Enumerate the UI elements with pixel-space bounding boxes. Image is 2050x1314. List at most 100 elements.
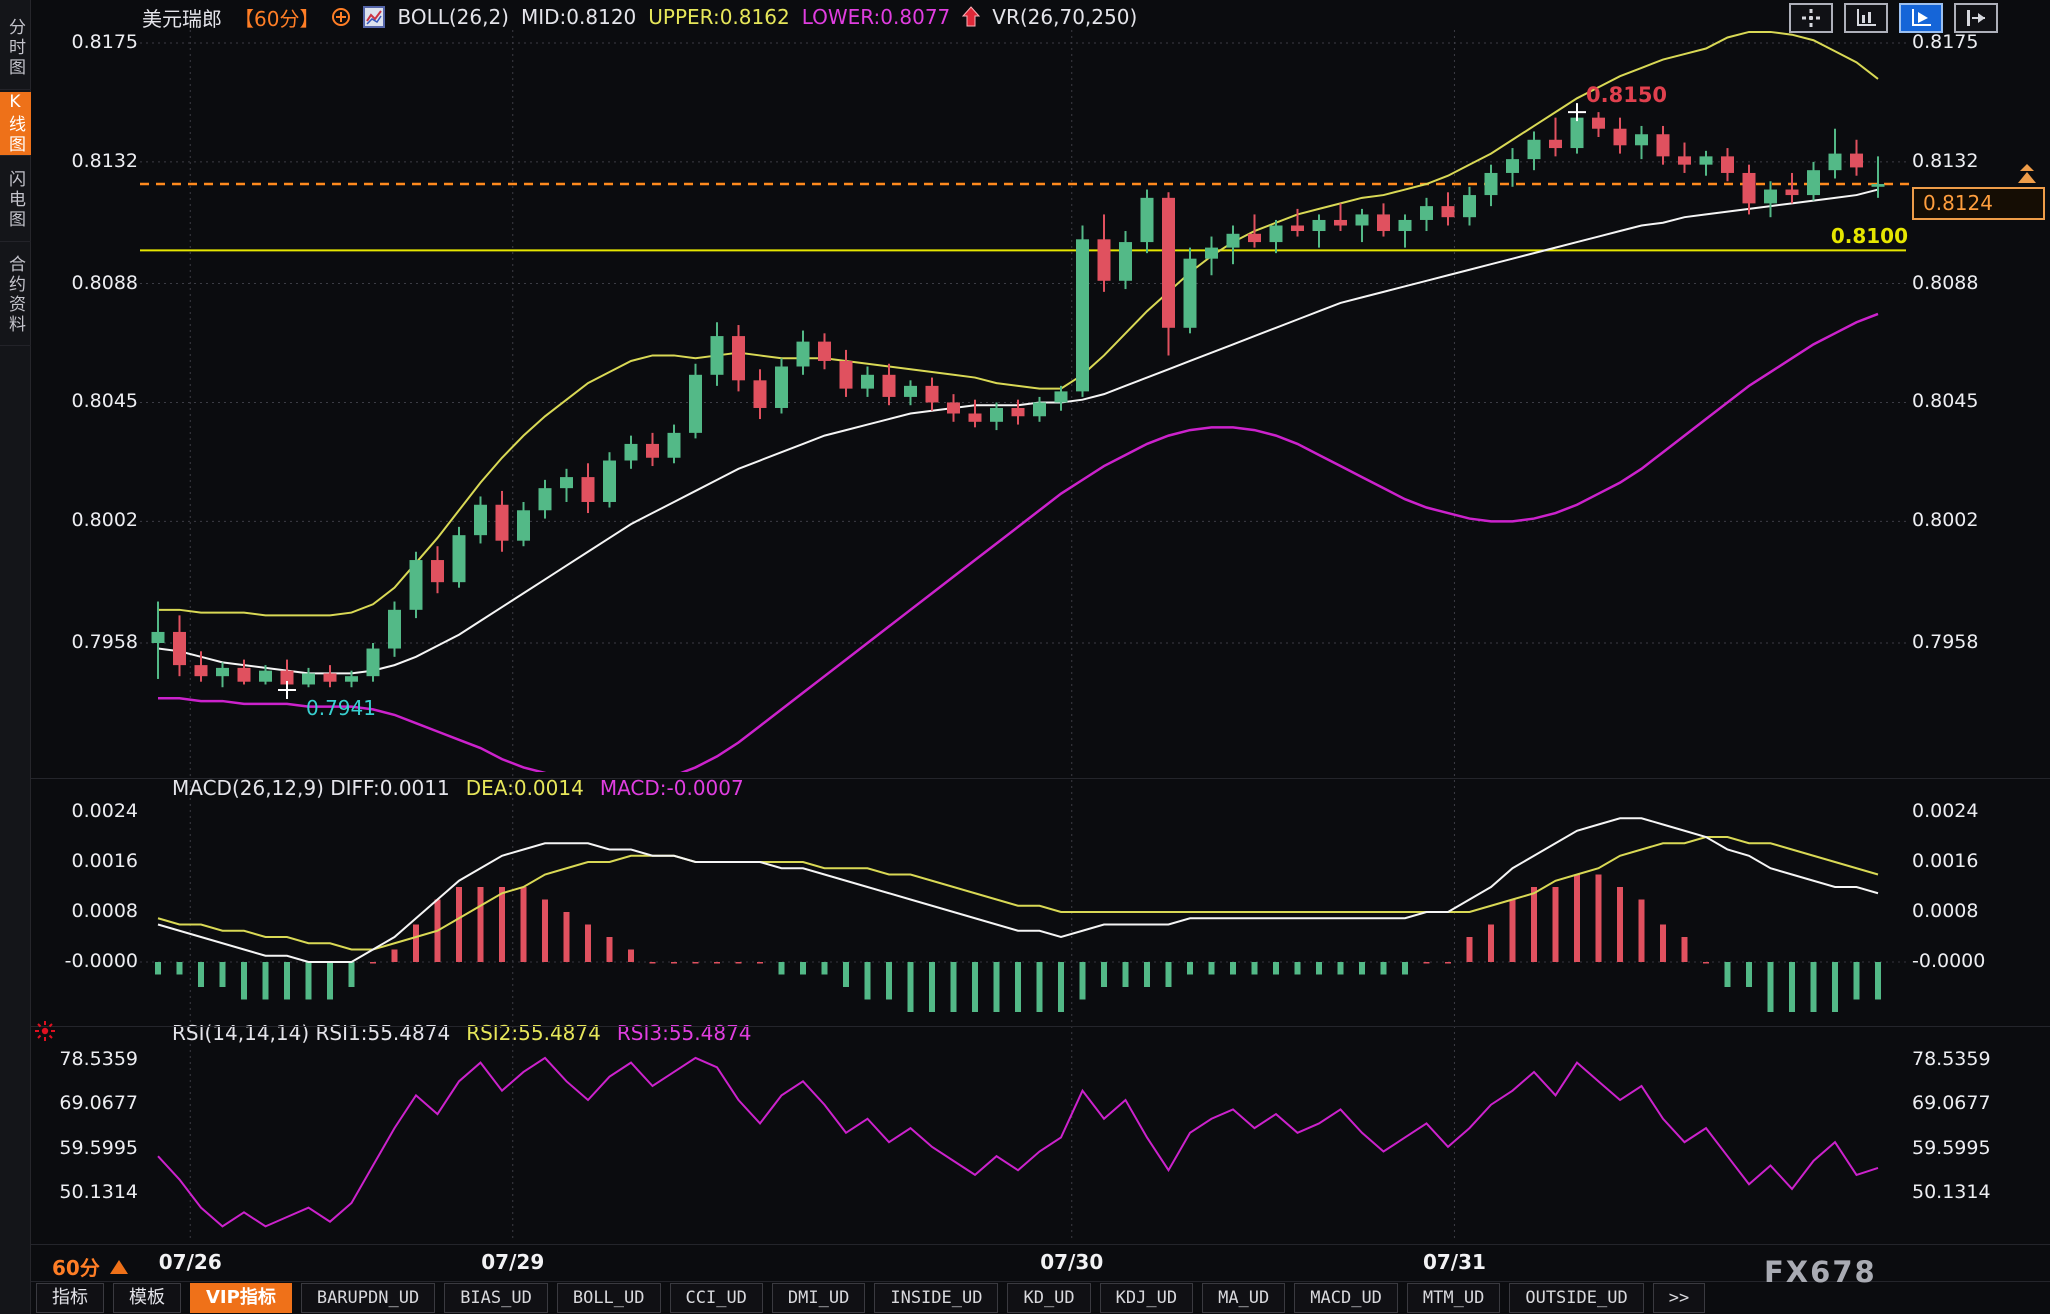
- sidebar-item-kline-chart[interactable]: K线图: [0, 92, 31, 156]
- macd-bar: [477, 887, 484, 962]
- tab-mtm-ud[interactable]: MTM_UD: [1406, 1283, 1501, 1313]
- candle-body: [1570, 117, 1584, 149]
- macd-bar: [1638, 899, 1645, 962]
- candle-body: [1033, 402, 1046, 417]
- candle-body: [1205, 247, 1218, 259]
- macd-bar: [1574, 874, 1580, 962]
- candle-body: [581, 477, 595, 502]
- sidebar-item-lightning-chart[interactable]: 闪电图: [0, 158, 31, 242]
- macd-bar: [1230, 962, 1236, 975]
- candle-body: [1162, 197, 1175, 328]
- macd-diff-line: [157, 817, 1879, 963]
- rsi-title: RSI(14,14,14) RSI1:55.4874: [172, 1021, 451, 1045]
- macd-dea-line: [157, 836, 1879, 951]
- macd-bar: [843, 962, 849, 987]
- candle-body: [1441, 206, 1455, 218]
- alert-sun-icon[interactable]: [34, 1020, 56, 1046]
- candle-body: [1549, 139, 1562, 149]
- macd-bar: [1165, 962, 1172, 987]
- candle-body: [1183, 258, 1197, 328]
- sidebar-item-contract-info[interactable]: 合约资料: [0, 244, 31, 346]
- macd-bar: [1079, 962, 1086, 1000]
- candle-body: [882, 374, 896, 397]
- macd-bar: [671, 962, 677, 964]
- tab-indicators[interactable]: 指标: [36, 1283, 104, 1313]
- tab-cci-ud[interactable]: CCI_UD: [669, 1283, 763, 1313]
- macd-bar: [1767, 962, 1774, 1012]
- session-high-label: 0.8150: [1586, 83, 1668, 107]
- tab-dmi-ud[interactable]: DMI_UD: [771, 1283, 866, 1313]
- mini-chart-icon[interactable]: [363, 6, 386, 28]
- candle-body: [388, 609, 401, 649]
- candle-body: [517, 510, 530, 541]
- candle-body: [1398, 219, 1412, 232]
- tab-barupdn-ud[interactable]: BARUPDN_UD: [300, 1283, 436, 1313]
- candle-body: [1377, 214, 1390, 232]
- macd-bar: [714, 962, 720, 964]
- support-line-label: 0.8100: [1830, 224, 1908, 248]
- candle-body: [1742, 172, 1756, 204]
- macd-bar: [735, 962, 742, 964]
- sidebar-item-time-chart[interactable]: 分时图: [0, 6, 31, 90]
- candle-body: [345, 676, 358, 682]
- macd-bar: [757, 962, 763, 964]
- macd-bar: [1832, 962, 1838, 1012]
- candle-body: [1355, 214, 1369, 226]
- candle-body: [646, 443, 659, 458]
- candle-body: [280, 670, 294, 685]
- candle-body: [1828, 153, 1842, 171]
- candle-body: [968, 413, 982, 422]
- axis-chart-icon[interactable]: [1844, 3, 1888, 33]
- macd-bar: [628, 949, 634, 962]
- macd-bar: [1208, 962, 1215, 975]
- pane-divider: [31, 778, 2050, 779]
- tab-more[interactable]: >>: [1652, 1283, 1706, 1313]
- tab-inside-ud[interactable]: INSIDE_UD: [874, 1283, 999, 1313]
- collapse-right-icon[interactable]: [1954, 3, 1998, 33]
- macd-bar: [219, 962, 226, 987]
- candle-body: [302, 673, 315, 685]
- tab-kd-ud[interactable]: KD_UD: [1007, 1283, 1091, 1313]
- macd-bar: [1746, 962, 1752, 987]
- macd-bar: [585, 924, 591, 962]
- macd-bar: [305, 962, 312, 1000]
- candle-body: [732, 336, 745, 381]
- tab-ma-ud[interactable]: MA_UD: [1202, 1283, 1286, 1313]
- candle-body: [818, 341, 831, 361]
- macd-bar: [155, 962, 161, 975]
- tab-vip-indicators[interactable]: VIP指标: [190, 1283, 292, 1313]
- macd-bar: [1402, 962, 1408, 975]
- macd-bar: [198, 962, 204, 987]
- macd-bar: [1703, 962, 1709, 964]
- candle-body: [839, 360, 853, 389]
- macd-bar: [1380, 962, 1387, 975]
- candle-body: [689, 374, 702, 433]
- timeframe-label[interactable]: 【60分】: [234, 6, 320, 31]
- period-indicator[interactable]: 60分: [52, 1252, 128, 1281]
- tab-templates[interactable]: 模板: [113, 1283, 181, 1313]
- candle-body: [1291, 225, 1304, 232]
- move-icon[interactable]: [1789, 3, 1833, 33]
- candle-body: [151, 631, 165, 643]
- tab-kdj-ud[interactable]: KDJ_UD: [1099, 1283, 1194, 1313]
- candle-body: [775, 366, 788, 408]
- price-pointer-icon: [2014, 163, 2040, 189]
- macd-bar: [1122, 962, 1129, 987]
- chart-header: 美元瑞郎 【60分】 BOLL(26,2) MID:0.8120 UPPER:0…: [142, 4, 1137, 31]
- candle-body: [1871, 184, 1885, 187]
- tab-bias-ud[interactable]: BIAS_UD: [444, 1283, 548, 1313]
- tab-outside-ud[interactable]: OUTSIDE_UD: [1509, 1283, 1644, 1313]
- tab-macd-ud[interactable]: MACD_UD: [1294, 1283, 1398, 1313]
- chart-toolbar: [1789, 3, 1998, 33]
- macd-bar: [1144, 962, 1150, 987]
- indicator-tabbar: 指标 模板 VIP指标 BARUPDN_UD BIAS_UD BOLL_UD C…: [36, 1283, 1706, 1313]
- plus-circle-icon[interactable]: [331, 7, 351, 27]
- candle-body: [1054, 391, 1068, 403]
- tab-boll-ud[interactable]: BOLL_UD: [556, 1283, 661, 1313]
- candle-body: [1248, 233, 1261, 243]
- macd-bar: [1617, 887, 1623, 962]
- axis-chart-active-icon[interactable]: [1899, 3, 1943, 33]
- candle-body: [796, 341, 810, 367]
- macd-bar: [327, 962, 333, 1000]
